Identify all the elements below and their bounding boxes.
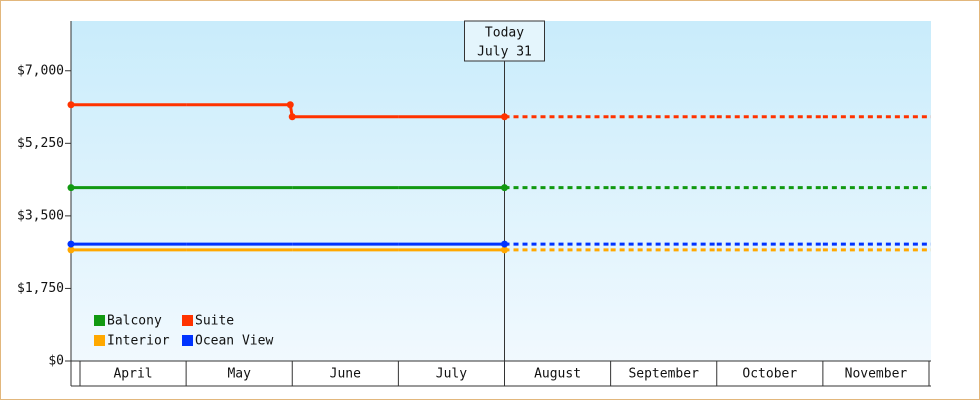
x-tick-label: July <box>436 367 467 382</box>
y-tick-label: $7,000 <box>17 63 64 78</box>
x-tick-label: April <box>113 367 152 382</box>
x-tick-label: May <box>227 367 251 382</box>
today-box <box>464 20 545 62</box>
today-date: July 31 <box>477 45 532 60</box>
legend-swatch <box>182 315 193 326</box>
point <box>67 240 75 248</box>
point <box>286 101 294 109</box>
y-tick-label: $3,500 <box>17 208 64 223</box>
point <box>67 184 75 192</box>
y-tick-label: $5,250 <box>17 136 64 151</box>
legend-swatch <box>94 315 105 326</box>
x-tick-label: June <box>330 367 361 382</box>
x-tick-label: September <box>628 367 699 382</box>
plot-area <box>71 21 931 361</box>
legend-label: Suite <box>195 314 234 329</box>
legend-swatch <box>94 335 105 346</box>
point <box>67 101 75 109</box>
legend-label: Interior <box>107 334 170 349</box>
y-tick-label: $1,750 <box>17 281 64 296</box>
point <box>67 246 75 254</box>
x-tick-label: August <box>534 367 581 382</box>
legend-swatch <box>182 335 193 346</box>
today-label: Today <box>485 26 524 41</box>
legend-label: Ocean View <box>195 334 273 349</box>
legend-label: Balcony <box>107 314 162 329</box>
y-tick-label: $0 <box>48 354 64 369</box>
x-tick-label: October <box>742 367 797 382</box>
x-tick-label: November <box>845 367 908 382</box>
